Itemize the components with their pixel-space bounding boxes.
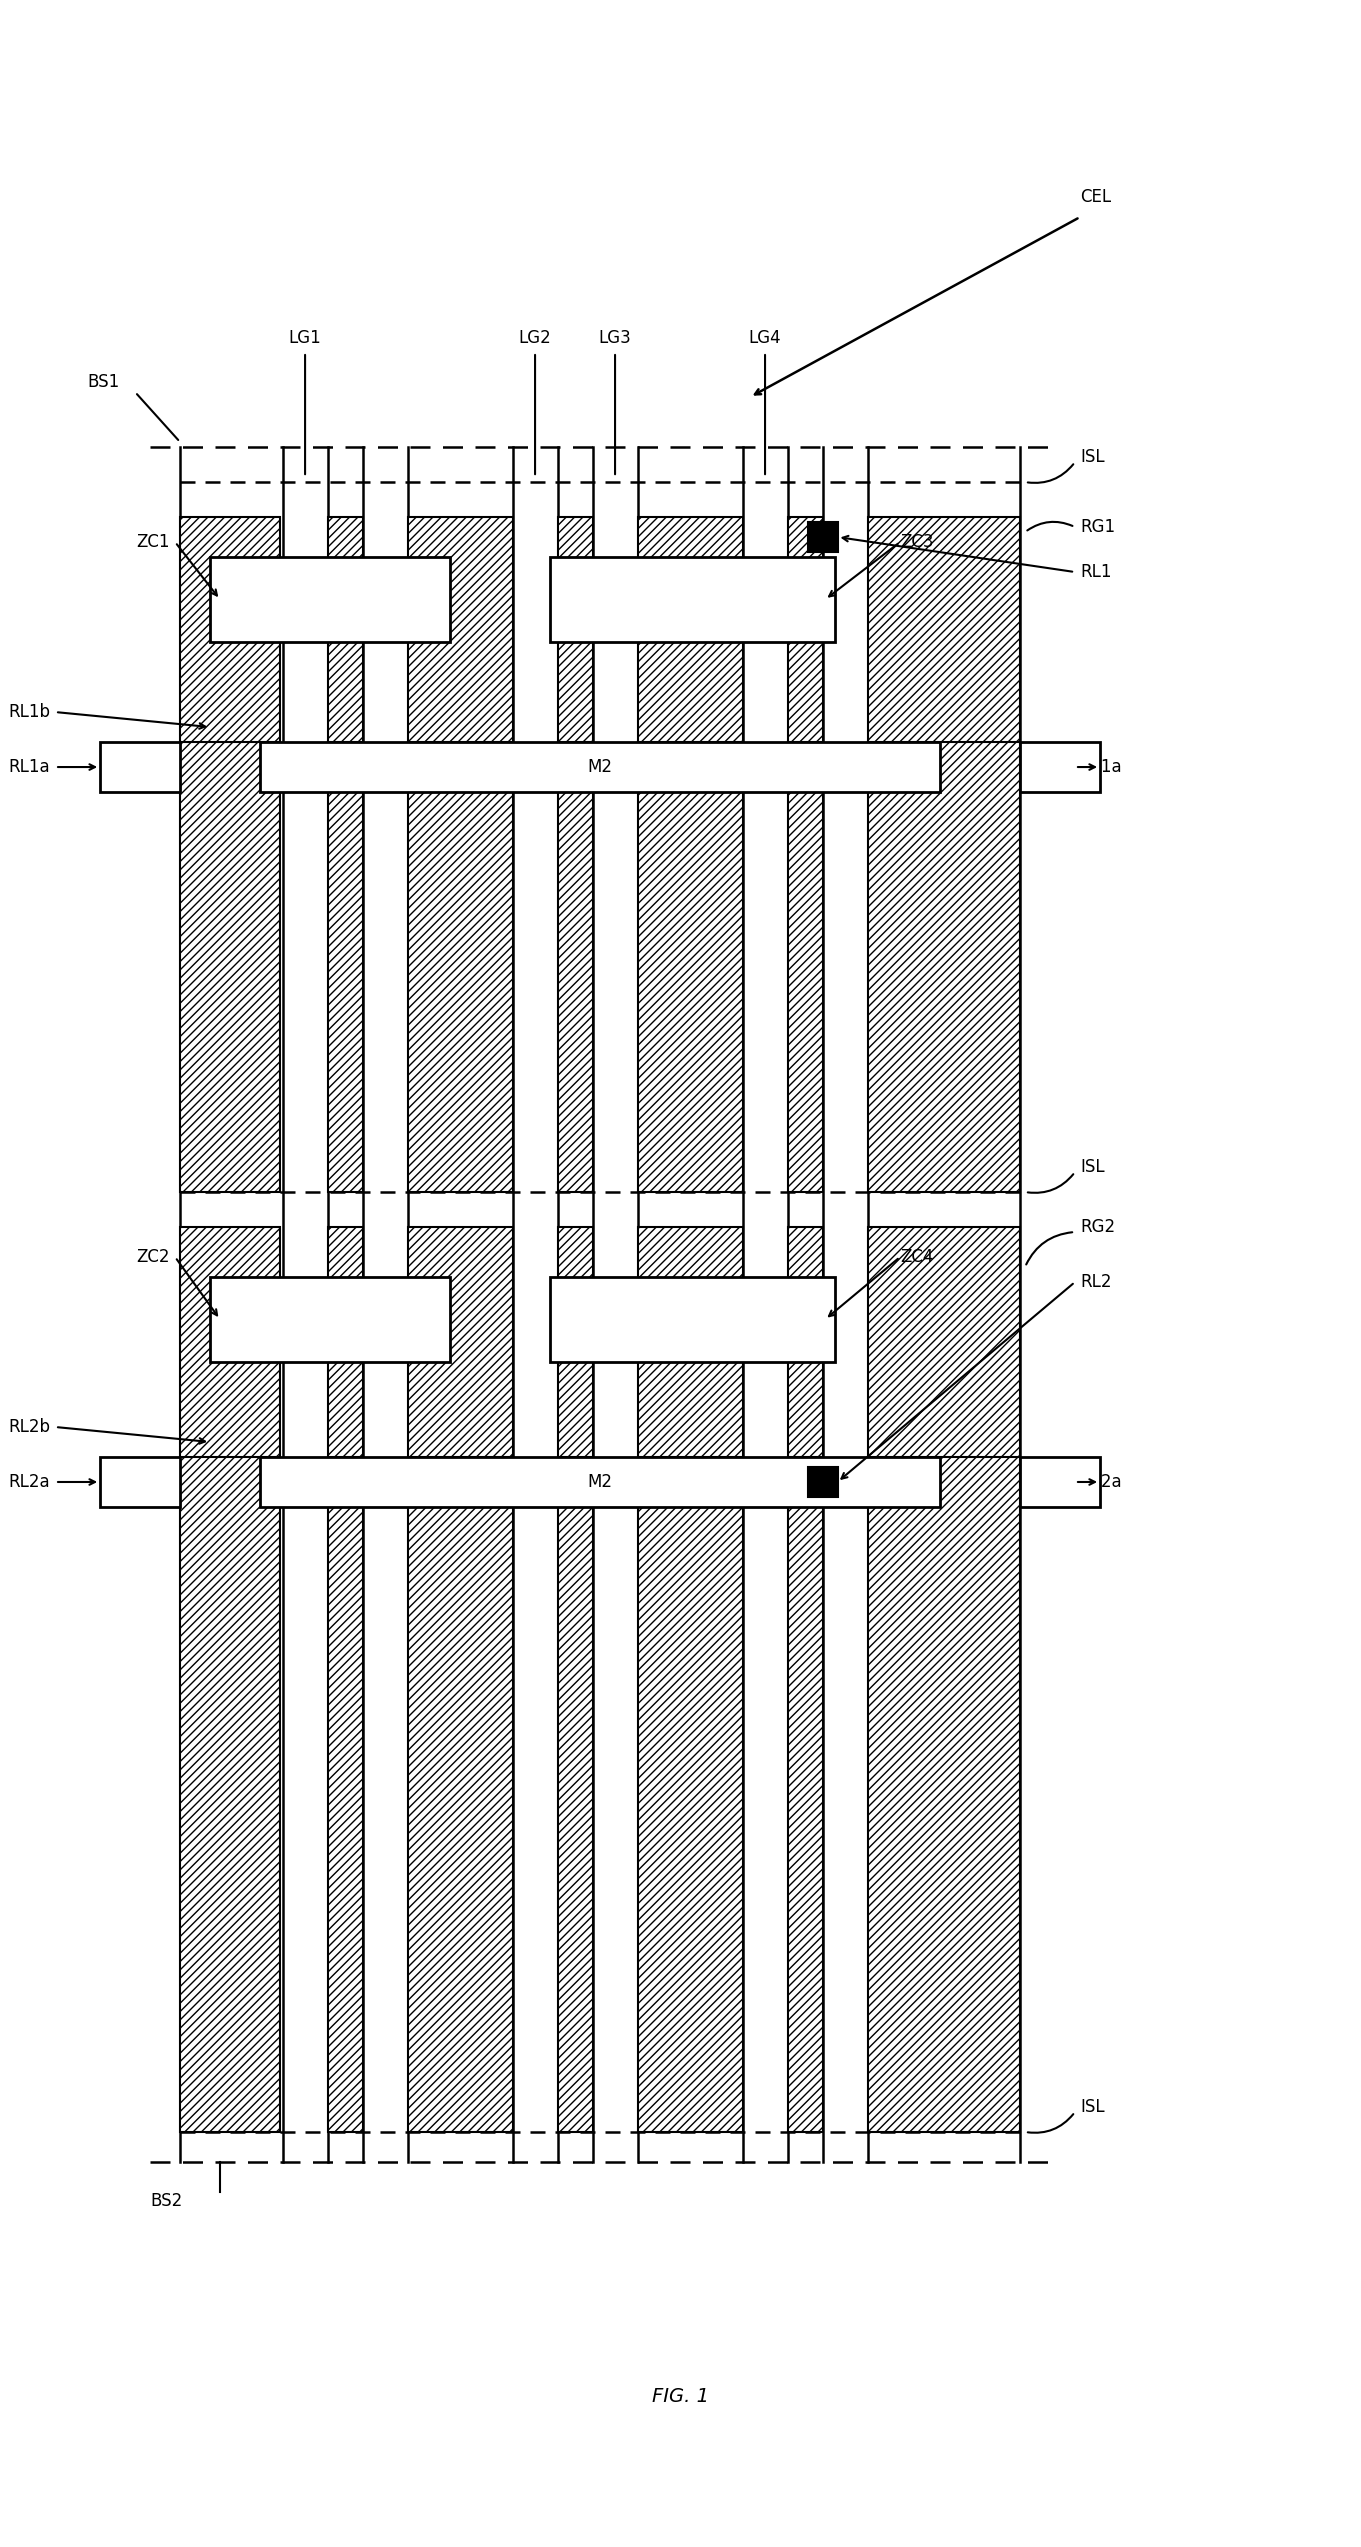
Bar (558, 517, 592, 777)
Bar (550, 1276, 836, 1363)
Bar (407, 517, 513, 777)
Bar (788, 741, 822, 1192)
Bar (558, 741, 592, 1192)
Text: RG1: RG1 (1081, 517, 1115, 535)
Bar (867, 741, 1019, 1192)
Text: ZC1: ZC1 (136, 532, 170, 550)
Text: LG3: LG3 (599, 329, 632, 346)
Bar (788, 1457, 822, 2132)
Bar (210, 1276, 450, 1363)
Text: RL2a: RL2a (8, 1472, 50, 1490)
Bar (637, 1457, 743, 2132)
Bar (407, 1228, 513, 1487)
Bar (558, 1228, 592, 1487)
Text: FIG. 1: FIG. 1 (652, 2387, 709, 2407)
Text: ISL: ISL (1081, 1159, 1105, 1177)
Bar (328, 1457, 362, 2132)
Bar (637, 741, 743, 1192)
Bar (180, 1457, 280, 2132)
Text: ISL: ISL (1081, 448, 1105, 466)
Bar (407, 1457, 513, 2132)
Bar (788, 517, 822, 777)
Bar (637, 1228, 743, 1487)
Text: ISL: ISL (1081, 2099, 1105, 2117)
Text: BS2: BS2 (150, 2193, 182, 2211)
Text: LG4: LG4 (749, 329, 781, 346)
Text: RL1a: RL1a (1081, 759, 1121, 777)
Bar (180, 517, 280, 777)
Text: CEL: CEL (1081, 188, 1111, 206)
Bar (807, 1467, 837, 1498)
Bar (101, 741, 180, 792)
Text: ZC3: ZC3 (900, 532, 934, 550)
Bar (101, 1457, 180, 1508)
Bar (637, 517, 743, 777)
Text: ZC4: ZC4 (900, 1248, 934, 1266)
Bar (550, 558, 836, 642)
Bar (407, 741, 513, 1192)
Bar (867, 1457, 1019, 2132)
Bar (558, 1457, 592, 2132)
Bar (180, 741, 280, 1192)
Text: RL2: RL2 (1081, 1274, 1112, 1291)
Text: LG2: LG2 (519, 329, 551, 346)
Text: M2: M2 (588, 759, 612, 777)
Text: RL1a: RL1a (8, 759, 50, 777)
Bar (328, 1228, 362, 1487)
Text: RL1: RL1 (1081, 563, 1112, 581)
Text: RL2b: RL2b (8, 1419, 50, 1437)
Text: M2: M2 (588, 1472, 612, 1490)
Bar (1019, 1457, 1100, 1508)
Text: BS1: BS1 (88, 372, 120, 392)
Bar (788, 1228, 822, 1487)
Bar (867, 517, 1019, 777)
Text: RL2a: RL2a (1081, 1472, 1121, 1490)
Bar (210, 558, 450, 642)
Bar (260, 1457, 940, 1508)
Bar (260, 741, 940, 792)
Bar (328, 741, 362, 1192)
Text: RG2: RG2 (1081, 1217, 1115, 1235)
Text: RL1b: RL1b (8, 703, 50, 721)
Bar (328, 517, 362, 777)
Bar (1019, 741, 1100, 792)
Bar (180, 1228, 280, 1487)
Text: LG1: LG1 (289, 329, 321, 346)
Bar (807, 522, 837, 553)
Bar (867, 1228, 1019, 1487)
Text: ZC2: ZC2 (136, 1248, 170, 1266)
